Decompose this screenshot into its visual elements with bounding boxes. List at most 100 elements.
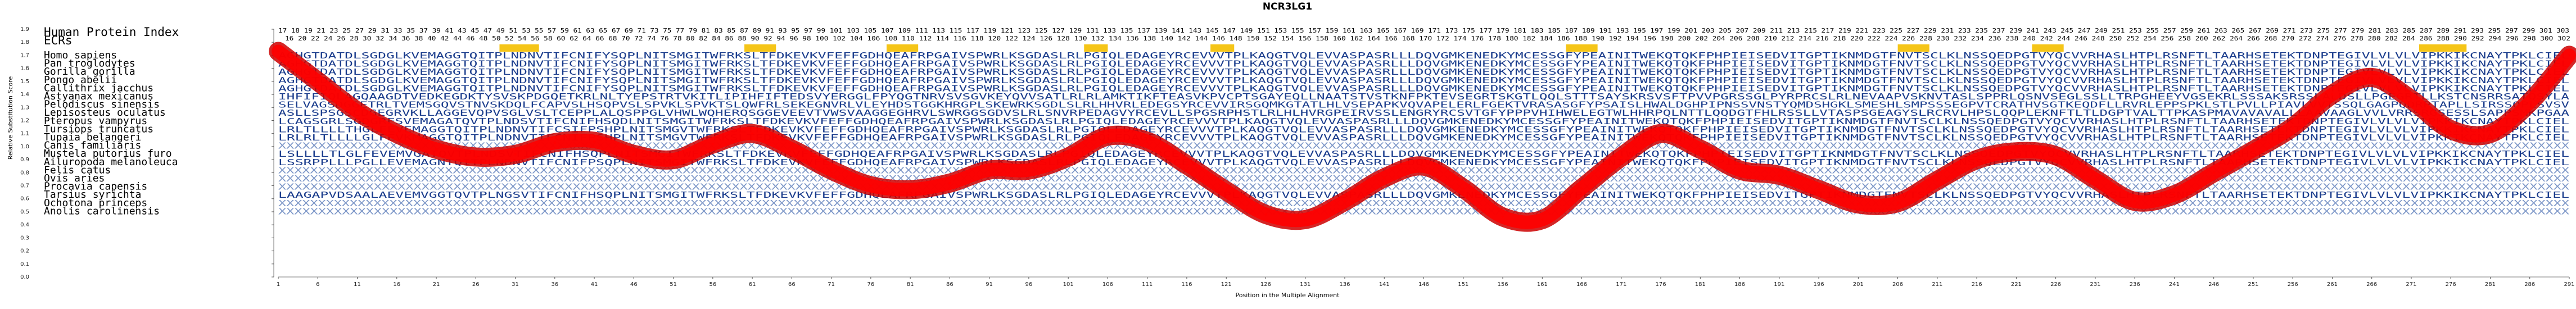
series-point — [1620, 156, 1623, 158]
series-point — [1185, 163, 1188, 166]
series-point — [1343, 200, 1346, 203]
series-point — [751, 132, 754, 135]
series-point — [593, 140, 596, 143]
series-point — [2173, 193, 2176, 196]
x-tick-label: 81 — [907, 281, 914, 288]
series-point — [474, 156, 477, 158]
series-point — [1106, 135, 1109, 138]
y-tick-label: 1.2 — [20, 117, 29, 124]
series-point — [632, 153, 635, 156]
y-tick-label: 0.7 — [20, 183, 29, 189]
series-point — [1146, 140, 1149, 143]
x-tick-label: 191 — [1774, 281, 1784, 288]
x-tick-label: 1 — [277, 281, 280, 288]
curve-layer — [269, 42, 2576, 232]
sequence-row: IHFIFIQLAGQAAGDTVEDKEGDKTYSVSKPDGQETKRLN… — [278, 92, 2570, 102]
x-tick-label: 136 — [1339, 281, 1350, 288]
y-tick-label: 1.7 — [20, 52, 29, 58]
sequence-row: XXXXXXXXXXXXXXXXXXXXXXXXXXXXXXXXXXXXXXXX… — [278, 198, 2570, 208]
row-label: Pongo abelii — [44, 74, 117, 86]
x-tick-label: 156 — [1497, 281, 1508, 288]
sequence-row: XXXXXXXXXXXXXXXXXXXXXXXXXXXXXXXXXXXXXXXX… — [278, 206, 2570, 216]
series-point — [1304, 218, 1307, 221]
series-point — [2528, 101, 2531, 103]
ecr-block — [886, 44, 919, 52]
y-tick-label: 0.0 — [20, 274, 29, 280]
x-tick-label: 176 — [1656, 281, 1666, 288]
ecr-block — [2032, 44, 2064, 52]
series-point — [830, 169, 833, 171]
x-tick-label: 31 — [512, 281, 519, 288]
series-point — [2410, 98, 2412, 101]
series-point — [1738, 169, 1741, 171]
sequence-row: AGHGTDATDLSGDGLKVEMAGGTQITPLNDNVTIFCNIFY… — [278, 59, 2569, 69]
row-label: Felis catus — [44, 164, 111, 176]
row-label: ECRs — [44, 34, 73, 47]
x-tick-label: 201 — [1853, 281, 1864, 288]
series-point — [1067, 156, 1070, 158]
x-tick-label: 166 — [1576, 281, 1587, 288]
x-tick-label: 66 — [788, 281, 796, 288]
series-point — [1976, 158, 1978, 161]
row-label: Lepisosteus oculatus — [44, 107, 166, 119]
series-point — [2212, 171, 2215, 174]
row-label: Pan troglodytes — [44, 58, 135, 70]
x-tick-label: 246 — [2208, 281, 2219, 288]
x-tick-label: 151 — [1458, 281, 1468, 288]
series-point — [2331, 93, 2334, 96]
x-tick-label: 221 — [2011, 281, 2022, 288]
row-label: Pelodiscus sinensis — [44, 99, 160, 111]
x-tick-label: 181 — [1695, 281, 1706, 288]
series-point — [2450, 128, 2452, 131]
ecr-layer — [499, 44, 2467, 52]
x-tick-label: 106 — [1102, 281, 1113, 288]
series-point — [2292, 126, 2294, 129]
series-point — [1462, 187, 1465, 190]
axes-layer: 1 6 11 16 21 26 31 36 41 46 51 56 61 66 71 76 81 86 91 96 10… — [20, 26, 2574, 288]
sequence-layer: AGHGTDATDLSGDGLKVEMAGGTQITPLNDNVTIFCNIFY… — [278, 51, 2570, 216]
y-tick-label: 0.2 — [20, 248, 29, 255]
sequence-row: LRLTLLLLTHGLFEVEMAGGTQITPLNDNVTIFCSIFPSH… — [278, 124, 2569, 134]
x-tick-label: 161 — [1537, 281, 1548, 288]
ecr-block — [2419, 44, 2467, 52]
x-tick-label: 41 — [591, 281, 598, 288]
y-tick-label: 0.8 — [20, 170, 29, 176]
series-point — [435, 148, 438, 151]
y-tick-label: 1.5 — [20, 79, 29, 85]
x-tick-label: 71 — [828, 281, 835, 288]
row-label: Tupaia belangeri — [44, 131, 141, 143]
series-point — [2489, 132, 2492, 135]
y-tick-label: 0.3 — [20, 235, 29, 241]
series-point — [1502, 216, 1504, 219]
x-tick-label: 101 — [1063, 281, 1074, 288]
y-tick-label: 1.1 — [20, 131, 29, 137]
x-tick-label: 146 — [1418, 281, 1429, 288]
series-point — [1264, 213, 1267, 216]
series-point — [395, 132, 398, 135]
x-tick-label: 126 — [1260, 281, 1271, 288]
row-label: Gorilla gorilla — [44, 66, 135, 78]
x-tick-label: 226 — [2050, 281, 2061, 288]
x-tick-label: 261 — [2327, 281, 2338, 288]
x-tick-label: 111 — [1142, 281, 1153, 288]
x-tick-label: 16 — [393, 281, 400, 288]
x-tick-label: 131 — [1300, 281, 1310, 288]
x-tick-label: 291 — [2564, 281, 2574, 288]
row-label: Astyanax mexicanus — [44, 90, 153, 102]
y-tick-label: 1.0 — [20, 144, 29, 150]
index-number-row-2: 16 20 22 24 26 28 30 32 34 36 38 40 42 4… — [285, 35, 2570, 42]
x-tick-label: 251 — [2248, 281, 2258, 288]
series-point — [869, 184, 872, 187]
ecr-block — [1566, 44, 1598, 52]
x-tick-label: 26 — [472, 281, 480, 288]
y-tick-label: 1.6 — [20, 66, 29, 72]
x-tick-label: 186 — [1734, 281, 1745, 288]
series-line — [272, 44, 2576, 229]
x-tick-label: 281 — [2485, 281, 2496, 288]
x-tick-label: 241 — [2169, 281, 2180, 288]
sequence-row: ASLLSPSGSCDGEGRVKLLAGGEVQPVSGLVSLTCEPPLA… — [278, 108, 2570, 118]
x-tick-label: 286 — [2524, 281, 2535, 288]
series-point — [1027, 169, 1030, 171]
y-axis-label: Relative Substitution Score — [7, 76, 14, 160]
